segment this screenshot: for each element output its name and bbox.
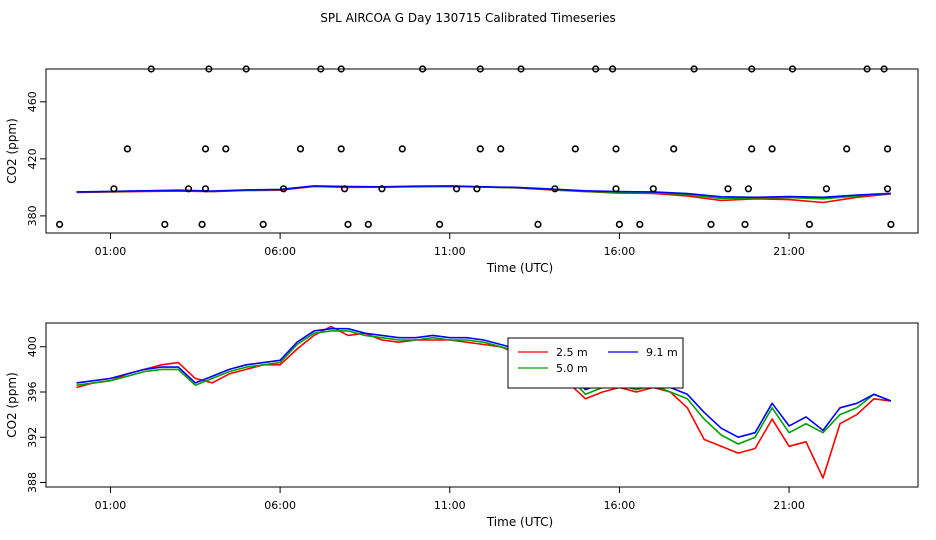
x-tick-label: 11:00 xyxy=(434,499,466,512)
data-point xyxy=(887,220,895,228)
series-line-5-0-m xyxy=(76,330,892,445)
data-point xyxy=(744,185,753,193)
data-point xyxy=(670,145,678,153)
data-point xyxy=(822,185,831,193)
x-tick-label: 11:00 xyxy=(434,245,466,258)
data-point xyxy=(259,220,267,228)
y-tick-label: 396 xyxy=(26,381,39,402)
data-point xyxy=(768,145,776,153)
data-point xyxy=(612,145,620,153)
data-point xyxy=(707,220,715,228)
data-point xyxy=(788,65,797,73)
data-point xyxy=(201,185,210,193)
data-point xyxy=(883,145,892,153)
x-tick-label: 01:00 xyxy=(95,245,127,258)
data-point xyxy=(741,220,749,228)
data-point xyxy=(649,185,657,193)
data-point xyxy=(279,185,288,193)
data-point xyxy=(222,145,230,153)
bottom-panel: 01:00 06:00 11:00 16:00 21:00 388 392 396 400 Tim… xyxy=(5,322,919,529)
data-point xyxy=(517,65,525,73)
plot-frame xyxy=(45,322,919,488)
data-point xyxy=(880,65,888,73)
data-point xyxy=(419,65,427,73)
data-point xyxy=(476,65,484,73)
x-tick-label: 06:00 xyxy=(264,499,296,512)
data-point xyxy=(147,65,155,73)
data-point xyxy=(748,65,756,73)
data-point xyxy=(317,65,325,73)
data-point xyxy=(398,145,406,153)
data-point xyxy=(551,185,559,193)
data-point xyxy=(805,220,814,228)
y-tick-label: 420 xyxy=(26,148,39,169)
data-point xyxy=(378,185,386,193)
data-point xyxy=(123,145,131,153)
legend-label: 9.1 m xyxy=(646,346,678,359)
x-tick-label: 06:00 xyxy=(264,245,296,258)
data-point xyxy=(636,220,644,228)
x-tick-label: 16:00 xyxy=(604,245,636,258)
series-line-2-5-m xyxy=(76,185,891,204)
data-point xyxy=(242,65,250,73)
data-point xyxy=(608,65,617,73)
data-point xyxy=(453,185,461,193)
legend-box xyxy=(507,337,684,389)
data-point xyxy=(296,145,305,153)
data-point xyxy=(201,145,210,153)
plot-frame xyxy=(45,68,919,234)
y-tick-label: 460 xyxy=(26,91,39,112)
data-point xyxy=(863,65,871,73)
data-point xyxy=(476,145,484,153)
x-tick-label: 21:00 xyxy=(773,245,805,258)
data-point xyxy=(337,145,345,153)
y-axis-label: CO2 (ppm) xyxy=(5,372,19,438)
plot-area xyxy=(76,325,892,479)
data-point xyxy=(110,185,118,193)
x-tick-label: 21:00 xyxy=(773,499,805,512)
y-tick-label: 400 xyxy=(26,336,39,357)
data-point xyxy=(724,185,732,193)
top-panel: 01:00 06:00 11:00 16:00 21:00 380 420 460 Time (… xyxy=(5,65,919,275)
data-point xyxy=(497,145,505,153)
data-point xyxy=(690,65,698,73)
data-point xyxy=(571,145,579,153)
x-axis-label: Time (UTC) xyxy=(486,261,553,275)
data-point xyxy=(55,220,64,228)
data-point xyxy=(843,145,851,153)
x-axis-label: Time (UTC) xyxy=(486,515,553,529)
data-point xyxy=(615,220,624,228)
figure-title: SPL AIRCOA G Day 130715 Calibrated Times… xyxy=(320,11,615,25)
series-line-2-5-m xyxy=(76,325,892,479)
y-tick-label: 380 xyxy=(26,205,39,226)
plot-area xyxy=(76,185,891,204)
data-point xyxy=(341,185,349,193)
x-tick-label: 16:00 xyxy=(604,499,636,512)
data-point xyxy=(612,185,620,193)
data-point xyxy=(883,185,892,193)
data-point xyxy=(748,145,756,153)
data-point xyxy=(592,65,600,73)
data-point xyxy=(436,220,444,228)
data-point xyxy=(473,185,481,193)
data-point xyxy=(344,220,352,228)
data-point xyxy=(198,220,206,228)
x-tick-label: 01:00 xyxy=(95,499,127,512)
legend-label: 2.5 m xyxy=(556,346,588,359)
data-point xyxy=(534,220,542,228)
y-axis-label: CO2 (ppm) xyxy=(5,118,19,184)
data-point xyxy=(161,220,169,228)
series-line-9-1-m xyxy=(76,185,891,199)
y-tick-label: 388 xyxy=(26,472,39,493)
data-point xyxy=(184,185,193,193)
data-point xyxy=(205,65,213,73)
data-point xyxy=(364,220,372,228)
legend-label: 5.0 m xyxy=(556,362,588,375)
data-point xyxy=(337,65,345,73)
series-line-9-1-m xyxy=(76,327,892,438)
y-tick-label: 392 xyxy=(26,427,39,448)
